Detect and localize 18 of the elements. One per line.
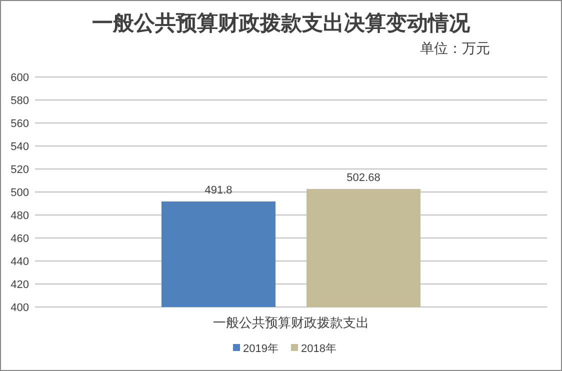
y-tick-label: 420 — [10, 279, 29, 291]
x-tick-label: 一般公共预算财政拨款支出 — [213, 315, 369, 330]
chart-subtitle: 单位：万元 — [420, 41, 490, 57]
data-label: 502.68 — [346, 172, 380, 184]
y-tick-label: 460 — [10, 233, 29, 245]
data-label: 491.8 — [204, 184, 232, 196]
legend-label: 2018年 — [301, 343, 336, 355]
y-tick-label: 480 — [10, 210, 29, 222]
chart-title: 一般公共预算财政拨款支出决算变动情况 — [92, 11, 471, 35]
y-tick-label: 560 — [10, 118, 29, 130]
y-tick-label: 600 — [10, 72, 29, 84]
y-tick-label: 540 — [10, 141, 29, 153]
y-tick-label: 520 — [10, 164, 29, 176]
y-tick-label: 440 — [10, 256, 29, 268]
y-tick-label: 400 — [10, 302, 29, 314]
legend-label: 2019年 — [243, 343, 278, 355]
y-tick-label: 580 — [10, 95, 29, 107]
y-tick-label: 500 — [10, 187, 29, 199]
